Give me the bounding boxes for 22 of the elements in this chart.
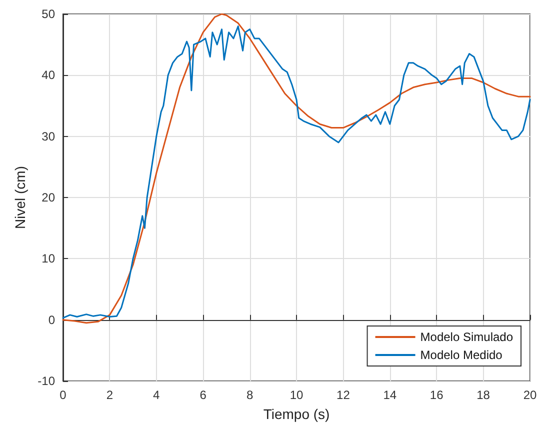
x-axis-title: Tiempo (s): [263, 406, 330, 422]
y-tick-label: 50: [42, 7, 56, 21]
x-tick-label: 16: [430, 388, 444, 402]
y-axis-title: Nivel (cm): [12, 166, 28, 229]
legend-label: Modelo Simulado: [420, 330, 514, 344]
y-tick-label: 30: [42, 129, 56, 144]
x-tick-label: 20: [523, 388, 537, 402]
y-tick-label: -10: [38, 374, 56, 388]
y-tick-label: 0: [48, 312, 56, 327]
legend-label: Modelo Medido: [420, 348, 503, 362]
x-tick-label: 6: [200, 388, 207, 402]
x-tick-label: 10: [290, 388, 304, 402]
y-tick-label: 20: [42, 190, 56, 204]
y-tick-label: 40: [42, 68, 56, 82]
x-tick-label: 12: [336, 388, 350, 402]
x-tick-label: 8: [246, 388, 254, 402]
x-tick-label: 2: [106, 388, 114, 402]
y-tick-label: 10: [42, 252, 56, 266]
x-tick-label: 14: [383, 388, 397, 402]
x-tick-label: 0: [60, 388, 67, 402]
x-tick-label: 4: [153, 388, 160, 402]
x-tick-label: 18: [476, 388, 490, 402]
